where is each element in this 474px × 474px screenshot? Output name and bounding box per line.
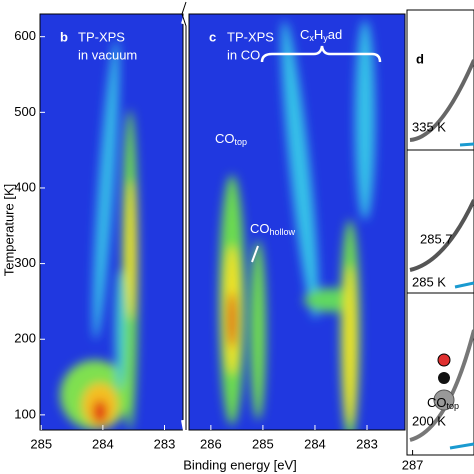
pointer xyxy=(251,245,259,263)
panel-sublabel: in CO xyxy=(227,47,260,62)
annotation-part: top xyxy=(447,401,460,411)
x-tick-label: 284 xyxy=(304,436,326,451)
x-tick-label: 285 xyxy=(30,436,52,451)
annotation: 335 K xyxy=(412,119,446,134)
y-tick-label: 400 xyxy=(14,179,36,194)
annotation-part: x xyxy=(309,33,314,43)
x-axis-label: Binding energy [eV] xyxy=(183,457,296,472)
annotation-part: CO xyxy=(215,131,235,146)
annotation-part: C xyxy=(300,27,309,42)
axis-break-line xyxy=(181,1,187,430)
heatmap-b xyxy=(40,14,183,430)
panel-label: TP-XPS xyxy=(227,29,274,44)
frame-b xyxy=(39,13,184,431)
annotation: 200 K xyxy=(412,413,446,428)
annotation-part: top xyxy=(235,137,248,147)
frame-c xyxy=(188,13,406,431)
panel-sublabel: in vacuum xyxy=(78,47,137,62)
annotation-part: H xyxy=(314,27,323,42)
annotation-part: y xyxy=(323,33,328,43)
x-tick-label: 287 xyxy=(402,457,424,472)
x-tick-label: 283 xyxy=(154,436,176,451)
panel-letter: b xyxy=(60,29,68,44)
panel-letter: d xyxy=(416,51,424,66)
annotation-part: CO xyxy=(250,221,270,236)
panel-letter: c xyxy=(209,29,216,44)
annotation-part: CO xyxy=(427,395,447,410)
annotation: COhollow xyxy=(250,221,296,237)
annotation: 285 K xyxy=(412,274,446,289)
brace xyxy=(260,45,382,63)
annotation: CxHyad xyxy=(300,27,342,43)
y-tick-label: 500 xyxy=(14,104,36,119)
annotation-part: ad xyxy=(328,27,342,42)
x-tick-label: 285 xyxy=(252,436,274,451)
annotation: COtop xyxy=(427,395,459,411)
annotation-part: hollow xyxy=(270,227,296,237)
y-axis-label: Temperature [K] xyxy=(1,184,16,277)
y-tick-label: 600 xyxy=(14,28,36,43)
y-tick-label: 300 xyxy=(14,255,36,270)
annotation: COtop xyxy=(215,131,247,147)
panel-d xyxy=(406,9,474,456)
x-tick-label: 284 xyxy=(92,436,114,451)
x-tick-label: 286 xyxy=(200,436,222,451)
annotation: 285.7 xyxy=(420,231,453,246)
y-tick-label: 100 xyxy=(14,406,36,421)
x-tick-label: 283 xyxy=(356,436,378,451)
y-tick-label: 200 xyxy=(14,331,36,346)
panel-label: TP-XPS xyxy=(78,29,125,44)
heatmap-c xyxy=(189,14,405,430)
